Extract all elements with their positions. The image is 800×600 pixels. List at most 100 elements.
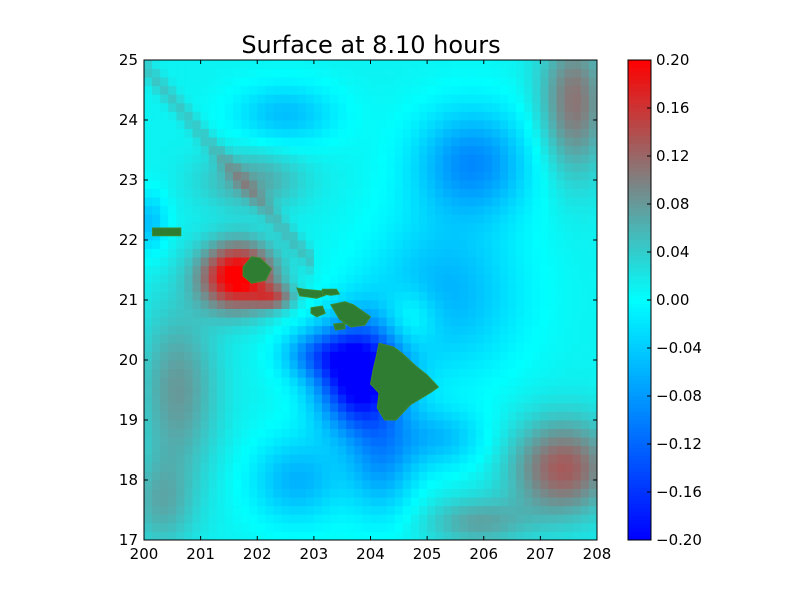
heatmap-cell [459,162,468,172]
heatmap-cell [491,85,501,95]
heatmap-cell [305,308,315,318]
heatmap-cell [499,180,509,189]
heatmap-cell [305,488,315,498]
heatmap-cell [540,385,549,395]
heatmap-cell [516,214,525,224]
heatmap-cell [152,505,161,515]
heatmap-cell [232,77,242,87]
heatmap-cell [572,257,582,267]
heatmap-cell [548,120,557,129]
heatmap-cell [176,282,185,292]
heatmap-cell [435,197,444,207]
heatmap-cell [516,377,525,387]
heatmap-cell [427,162,436,172]
heatmap-cell [338,94,347,104]
heatmap-cell [338,325,347,335]
heatmap-cell [588,257,598,267]
heatmap-cell [144,85,153,95]
heatmap-cell [443,222,452,232]
heatmap-cell [249,291,258,301]
heatmap-cell [362,342,371,352]
heatmap-cell [580,257,590,267]
heatmap-cell [443,77,452,87]
x-tick-label: 201 [186,545,215,563]
heatmap-cell [313,377,323,387]
heatmap-cell [160,128,169,138]
heatmap-cell [297,128,307,138]
heatmap-cell [516,282,525,292]
colorbar-band [628,532,651,537]
heatmap-cell [419,214,428,224]
heatmap-cell [410,222,420,232]
heatmap-cell [216,325,226,335]
heatmap-cell [257,497,266,507]
heatmap-cell [588,77,598,87]
heatmap-cell [362,128,371,138]
heatmap-cell [475,411,485,421]
heatmap-cell [249,325,258,335]
heatmap-cell [483,171,493,181]
heatmap-cell [321,214,331,224]
heatmap-cell [419,531,428,541]
heatmap-cell [241,111,250,121]
heatmap-cell [459,154,468,164]
heatmap-cell [273,428,282,438]
heatmap-cell [370,514,379,524]
heatmap-cell [330,222,339,232]
heatmap-cell [370,180,379,189]
heatmap-cell [184,437,193,447]
heatmap-cell [580,334,590,344]
heatmap-cell [508,368,517,378]
heatmap-cell [362,120,371,129]
heatmap-cell [257,188,266,198]
heatmap-cell [281,197,291,207]
heatmap-cell [216,77,226,87]
heatmap-cell [516,77,525,87]
heatmap-cell [508,188,517,198]
heatmap-cell [208,102,218,112]
heatmap-cell [524,257,533,267]
heatmap-cell [265,111,274,121]
heatmap-cell [184,137,193,147]
colorbar-tick-label: −0.08 [656,387,702,405]
heatmap-cell [160,94,169,104]
heatmap-cell [265,282,274,292]
heatmap-cell [321,325,331,335]
heatmap-cell [289,188,299,198]
heatmap-cell [305,188,315,198]
heatmap-cell [192,274,202,284]
heatmap-cell [297,171,307,181]
heatmap-cell [249,445,258,455]
heatmap-cell [475,317,485,327]
heatmap-cell [378,214,388,224]
colorbar-band [628,536,651,541]
colorbar-band [628,372,651,377]
heatmap-cell [346,488,355,498]
heatmap-cell [346,257,355,267]
heatmap-cell [435,437,444,447]
heatmap-cell [427,317,436,327]
heatmap-cell [192,111,202,121]
heatmap-cell [321,68,331,78]
heatmap-cell [168,120,177,129]
colorbar-band [628,316,651,321]
heatmap-cell [273,368,282,378]
heatmap-cell [451,60,460,69]
heatmap-cell [410,402,420,412]
heatmap-cell [572,154,582,164]
heatmap-cell [152,308,161,318]
heatmap-cell [459,462,468,472]
heatmap-cell [313,317,323,327]
heatmap-cell [192,368,202,378]
heatmap-cell [467,197,477,207]
colorbar-axis: 0.200.160.120.080.040.00−0.04−0.08−0.12−… [647,51,702,549]
heatmap-cell [435,248,444,258]
heatmap-cell [321,342,331,352]
heatmap-cell [338,531,347,541]
heatmap-cell [224,231,234,241]
heatmap-cell [346,514,355,524]
heatmap-cell [370,437,379,447]
heatmap-cell [362,222,371,232]
heatmap-cell [249,111,258,121]
heatmap-cell [176,265,185,275]
